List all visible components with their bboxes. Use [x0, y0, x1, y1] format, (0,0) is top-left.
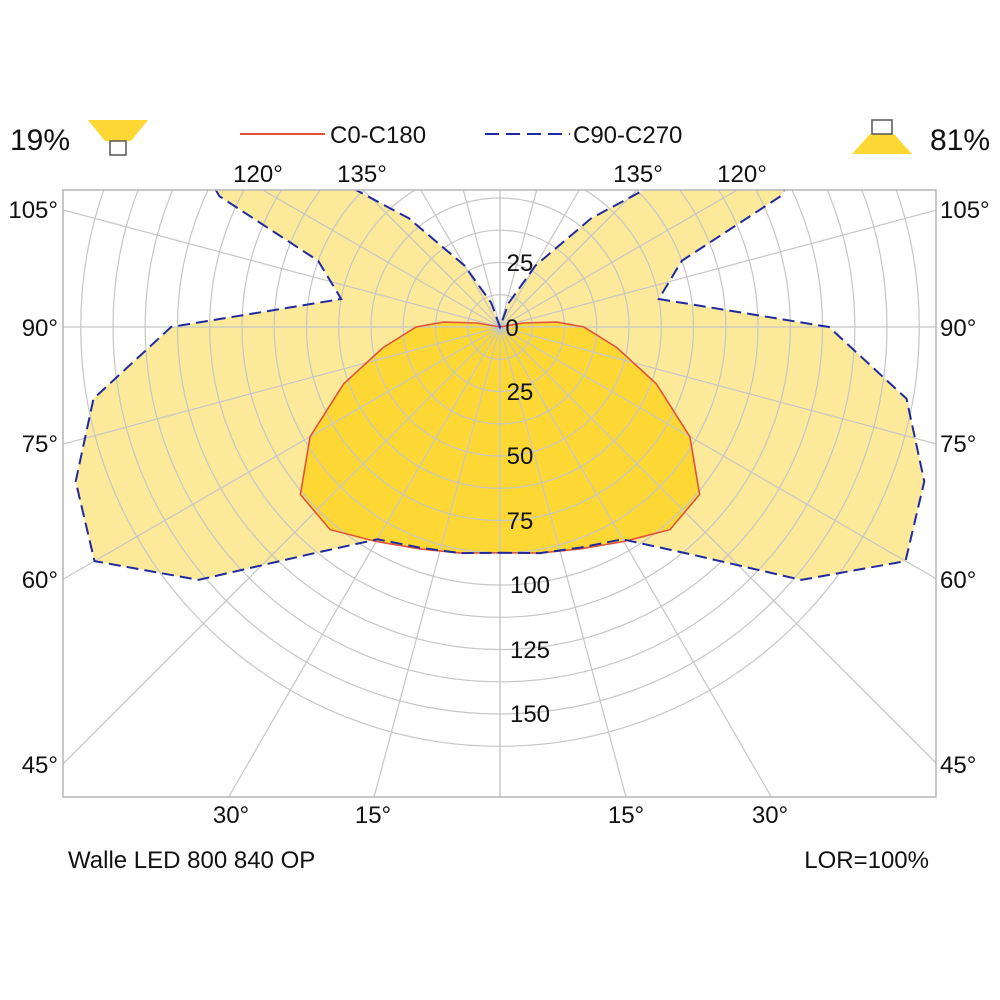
angle-label-right: 45°: [940, 752, 976, 779]
radial-tick-label: 125: [510, 637, 550, 664]
grid-spoke: [227, 326, 501, 797]
grid-spoke: [499, 209, 936, 328]
angle-label-left: 45°: [22, 752, 58, 779]
angle-label-top: 120°: [717, 161, 767, 188]
grid-spoke: [63, 326, 501, 581]
downward-share-label: 19%: [10, 124, 70, 157]
grid-spoke: [499, 326, 627, 797]
plot-frame: [62, 189, 937, 798]
legend-c90-label: C90-C270: [573, 122, 682, 149]
grid-spoke: [499, 190, 638, 328]
angle-label-top: 135°: [337, 161, 387, 188]
angle-label-right: 75°: [940, 431, 976, 458]
radial-tick-label: 25: [507, 250, 534, 277]
grid-spoke: [499, 190, 739, 328]
angle-label-left: 90°: [22, 315, 58, 342]
grid-spoke: [499, 326, 773, 797]
grid-spoke: [499, 326, 936, 445]
angle-label-top: 120°: [233, 161, 283, 188]
grid-spoke: [63, 326, 501, 445]
grid-spoke: [499, 326, 936, 580]
angle-label-top: 135°: [613, 161, 663, 188]
grid-spoke: [462, 190, 501, 328]
series-line-c90-c270: [74, 190, 926, 581]
radial-tick-label: 100: [510, 572, 550, 599]
lor-value: LOR=100%: [804, 847, 929, 874]
grid-spoke: [499, 326, 936, 764]
legend-c0-label: C0-C180: [330, 122, 426, 149]
angle-label-right: 90°: [940, 315, 976, 342]
angle-label-bottom: 15°: [608, 802, 644, 829]
legend: C0-C180 C90-C270: [240, 122, 682, 149]
radial-tick-label: 75: [507, 508, 534, 535]
upward-share-label: 81%: [930, 124, 990, 157]
grid-spoke: [261, 190, 501, 328]
grid-spoke: [63, 326, 501, 765]
grid-spoke: [420, 190, 501, 328]
radial-tick-label: 150: [510, 701, 550, 728]
angle-label-right: 105°: [940, 197, 990, 224]
angle-label-right: 60°: [940, 567, 976, 594]
angle-label-left: 105°: [8, 197, 58, 224]
radial-tick-label: 50: [507, 443, 534, 470]
grid-spoke: [373, 326, 501, 797]
radial-tick-label: 25: [507, 379, 534, 406]
grid-spoke: [63, 209, 501, 328]
grid-spoke: [362, 190, 501, 328]
angle-label-bottom: 30°: [213, 802, 249, 829]
angle-label-left: 75°: [22, 431, 58, 458]
distribution-curves: [74, 190, 926, 581]
uplight-icon: [852, 119, 912, 154]
angle-label-bottom: 15°: [355, 802, 391, 829]
angle-label-bottom: 30°: [752, 802, 788, 829]
grid-spoke: [499, 190, 580, 328]
luminaire-name: Walle LED 800 840 OP: [68, 847, 315, 874]
radial-tick-label: 0: [505, 315, 518, 342]
downlight-icon: [88, 120, 148, 156]
grid-spoke: [499, 190, 538, 328]
angle-label-left: 60°: [22, 567, 58, 594]
